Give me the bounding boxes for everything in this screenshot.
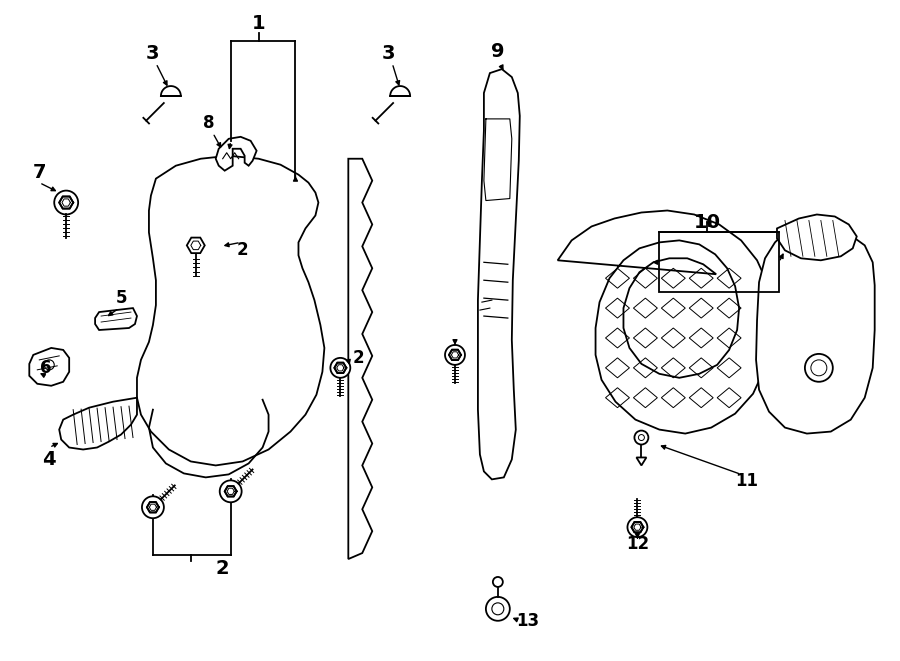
Circle shape [330, 358, 350, 378]
Polygon shape [147, 502, 159, 512]
Circle shape [486, 597, 509, 621]
Polygon shape [478, 69, 520, 479]
Polygon shape [59, 398, 137, 449]
Text: 4: 4 [42, 450, 56, 469]
Text: 3: 3 [146, 44, 159, 63]
Polygon shape [558, 210, 771, 434]
Text: 2: 2 [353, 349, 364, 367]
Polygon shape [348, 159, 373, 559]
Text: 13: 13 [517, 612, 539, 630]
Text: 6: 6 [40, 359, 52, 377]
Bar [660, 233, 779, 292]
Polygon shape [636, 457, 646, 465]
Text: 12: 12 [626, 535, 649, 553]
Text: 2: 2 [216, 559, 230, 578]
Polygon shape [161, 86, 181, 96]
Circle shape [634, 430, 648, 444]
Circle shape [627, 517, 647, 537]
Polygon shape [335, 363, 346, 373]
Polygon shape [632, 522, 644, 532]
Text: 1: 1 [252, 14, 266, 33]
Circle shape [220, 481, 241, 502]
Text: 11: 11 [735, 473, 759, 490]
Polygon shape [756, 229, 875, 434]
Circle shape [493, 577, 503, 587]
Polygon shape [30, 348, 69, 386]
Text: 7: 7 [32, 163, 46, 182]
Circle shape [142, 496, 164, 518]
Text: 9: 9 [491, 42, 505, 61]
Polygon shape [391, 86, 410, 96]
Polygon shape [95, 308, 137, 330]
Polygon shape [216, 137, 256, 171]
Polygon shape [449, 350, 461, 360]
Polygon shape [777, 214, 857, 260]
Polygon shape [137, 156, 324, 465]
Polygon shape [59, 196, 73, 209]
Circle shape [445, 345, 465, 365]
Polygon shape [187, 237, 205, 253]
Text: 10: 10 [694, 213, 721, 232]
Text: 3: 3 [382, 44, 395, 63]
Text: 5: 5 [115, 289, 127, 307]
Polygon shape [225, 486, 237, 496]
Text: 2: 2 [237, 241, 248, 259]
Circle shape [54, 190, 78, 214]
Text: 8: 8 [203, 114, 214, 132]
